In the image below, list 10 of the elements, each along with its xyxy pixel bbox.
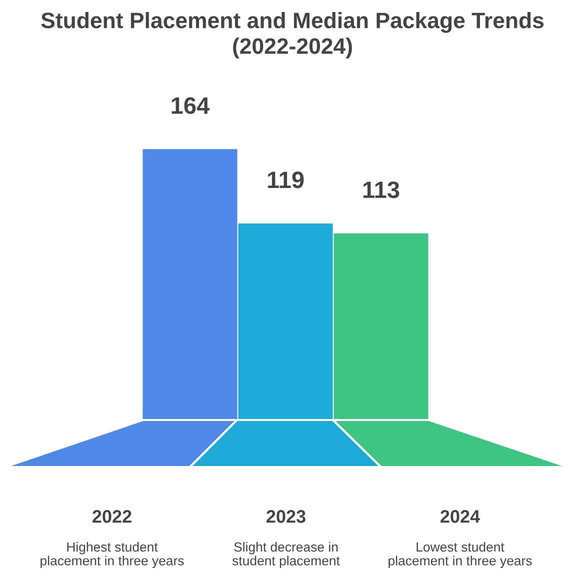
data-label: 113 bbox=[363, 181, 400, 198]
text: Lowest student placement in three years bbox=[388, 542, 532, 568]
text: Highest student placement in three years bbox=[40, 542, 184, 568]
chart-title: Student Placement and Median Package Trends (2022-2024) bbox=[41, 12, 544, 58]
text: Slight decrease in student placement bbox=[232, 542, 340, 568]
x-tick-label: 2022 bbox=[92, 510, 132, 523]
x-tick-label: 2023 bbox=[266, 510, 306, 523]
x-tick-label: 2024 bbox=[440, 510, 480, 523]
data-label: 119 bbox=[268, 172, 304, 188]
data-label: 164 bbox=[172, 97, 210, 114]
